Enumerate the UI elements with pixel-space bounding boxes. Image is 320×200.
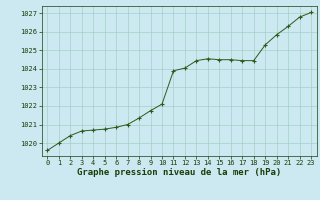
X-axis label: Graphe pression niveau de la mer (hPa): Graphe pression niveau de la mer (hPa) [77,168,281,177]
